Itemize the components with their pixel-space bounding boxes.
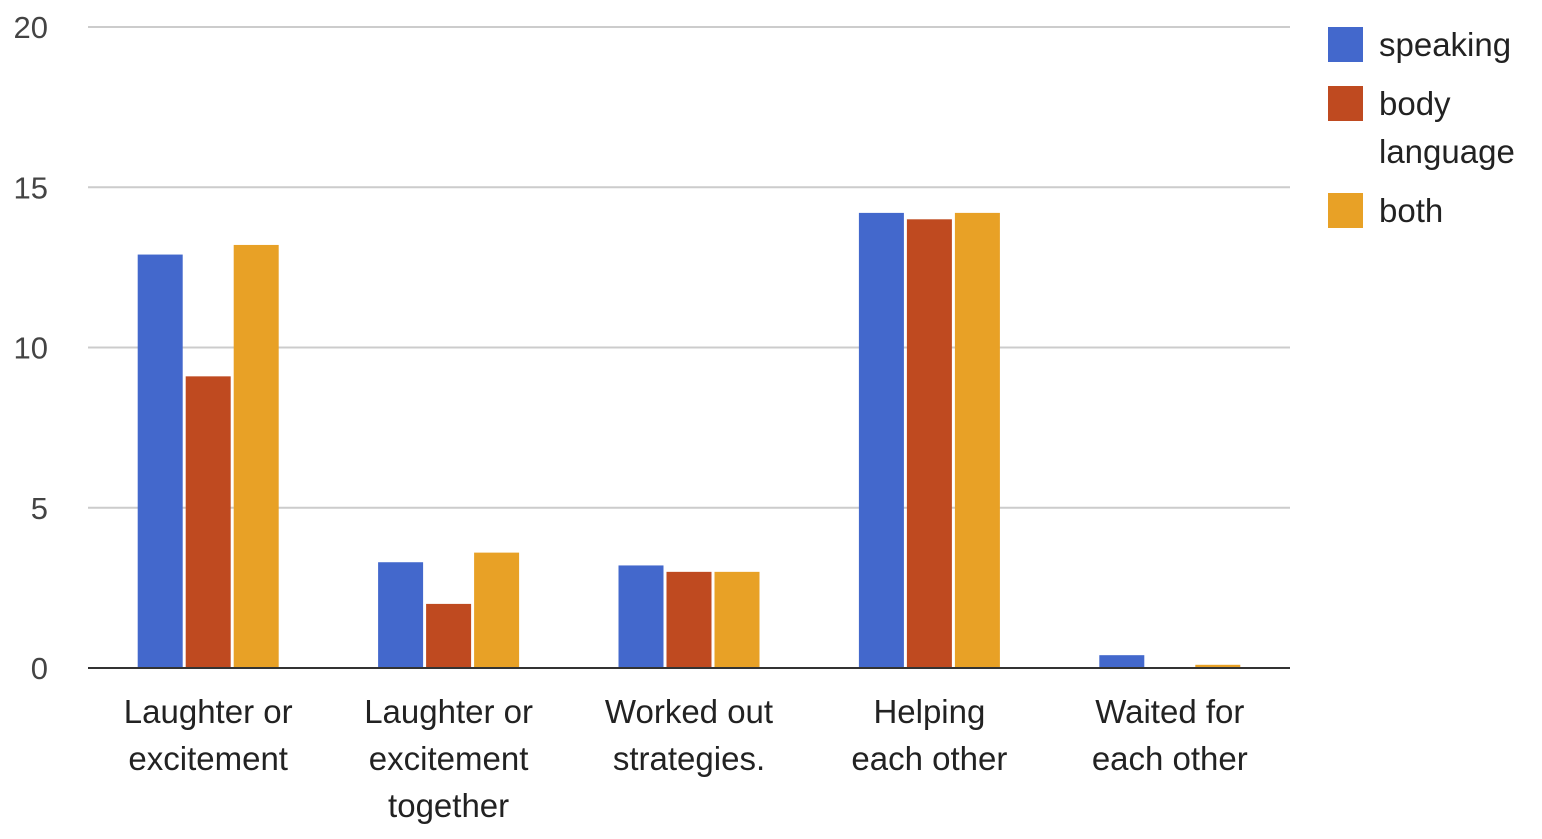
bar-both	[954, 212, 1000, 668]
y-tick-label: 20	[14, 10, 48, 45]
bar-both	[474, 552, 520, 668]
x-category-label: Laughter or excitement together	[364, 693, 533, 824]
bar-both	[1195, 664, 1241, 668]
legend-swatch-both	[1328, 193, 1363, 228]
bars	[137, 212, 1241, 669]
legend-label-line: speaking	[1379, 26, 1511, 63]
y-tick-label: 5	[31, 491, 48, 526]
bar-both	[714, 571, 760, 668]
bar-speaking	[1099, 655, 1145, 668]
bar-speaking	[618, 565, 664, 668]
bar-body-language	[185, 376, 231, 668]
x-category-label-line: Helping	[873, 693, 985, 730]
bar-both	[233, 244, 279, 668]
legend: speaking body language both	[1328, 26, 1515, 229]
legend-swatch-body-language	[1328, 86, 1363, 121]
legend-label: both	[1379, 192, 1443, 229]
x-category-label-line: together	[388, 787, 509, 824]
y-axis-tick-labels: 0 5 10 15 20	[14, 10, 48, 686]
x-category-label: Worked out strategies.	[605, 693, 773, 777]
x-category-label-line: each other	[1092, 740, 1248, 777]
x-category-label: Laughter or excitement	[124, 693, 293, 777]
legend-label-line: body	[1379, 85, 1451, 122]
legend-label-line: language	[1379, 133, 1515, 170]
bar-body-language	[426, 603, 472, 668]
bar-speaking	[858, 212, 904, 668]
legend-label: speaking	[1379, 26, 1511, 63]
y-tick-label: 10	[14, 331, 48, 366]
bar-speaking	[137, 254, 183, 668]
gridlines	[88, 26, 1290, 509]
bar-speaking	[378, 562, 424, 668]
legend-swatch-speaking	[1328, 27, 1363, 62]
x-category-label: Helping each other	[851, 693, 1007, 777]
x-category-label-line: Waited for	[1095, 693, 1244, 730]
x-category-label: Waited for each other	[1092, 693, 1248, 777]
x-category-label-line: Laughter or	[364, 693, 533, 730]
x-category-label-line: Laughter or	[124, 693, 293, 730]
y-tick-label: 0	[31, 651, 48, 686]
x-category-label-line: excitement	[128, 740, 288, 777]
x-axis-category-labels: Laughter or excitement Laughter or exciteme…	[124, 693, 1248, 824]
x-category-label-line: Worked out	[605, 693, 773, 730]
legend-label: body language	[1379, 85, 1515, 170]
x-category-label-line: excitement	[369, 740, 529, 777]
y-tick-label: 15	[14, 170, 48, 205]
bar-body-language	[666, 571, 712, 668]
bar-body-language	[906, 219, 952, 669]
x-category-label-line: each other	[851, 740, 1007, 777]
x-category-label-line: strategies.	[613, 740, 765, 777]
legend-label-line: both	[1379, 192, 1443, 229]
